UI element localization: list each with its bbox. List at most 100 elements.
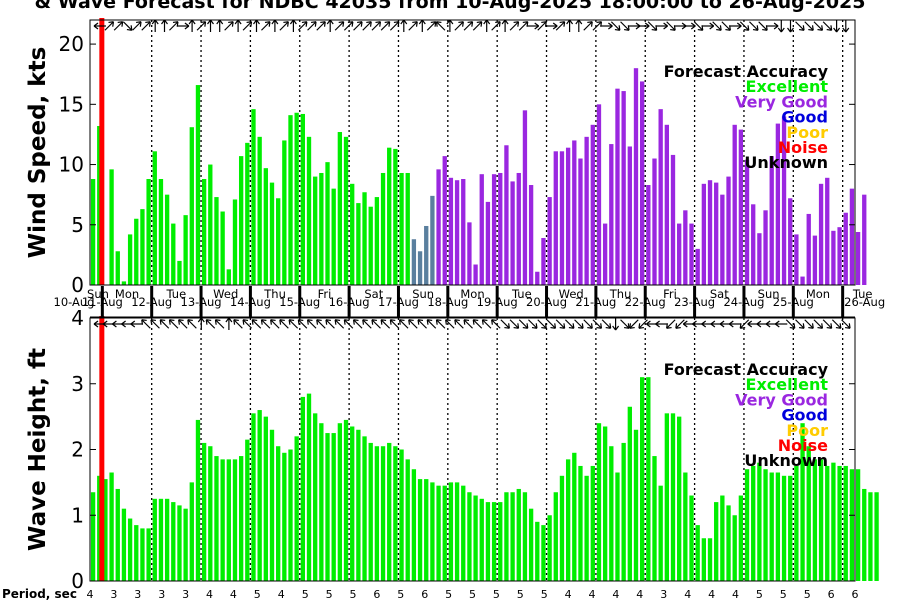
bar [479,498,484,581]
day-of-week-label: Wed [213,287,238,301]
direction-arrow-icon [675,319,685,329]
bar [658,109,663,285]
bar [473,495,478,581]
bar [726,505,731,581]
bar [251,413,256,581]
date-label: 18-Aug [427,295,468,309]
legend-item: Noise [778,436,828,455]
direction-arrow-icon [371,319,381,329]
bar [695,525,700,581]
bar [319,423,324,581]
bar [140,209,145,285]
bar [498,502,503,581]
bar [707,180,713,285]
bar [232,459,238,581]
period-value: 4 [612,588,619,600]
bar [522,492,528,581]
bar [751,204,756,285]
direction-arrow-icon [583,319,593,329]
direction-arrow-icon [271,19,279,32]
y-tick-label: 3 [71,372,84,396]
bar [528,185,534,285]
direction-arrow-icon [739,21,750,31]
direction-arrow-icon [398,319,409,329]
day-of-week-label: Thu [263,287,286,301]
bar [837,465,842,581]
bar [245,142,250,285]
bar [855,469,861,581]
legend-item: Good [781,108,828,127]
direction-arrow-icon [804,21,814,31]
direction-arrow-icon [352,319,363,329]
direction-arrow-icon [389,21,400,31]
bar [380,446,386,581]
direction-arrow-icon [417,319,427,329]
period-value: 3 [134,588,141,600]
day-of-week-label: Tue [511,287,532,301]
bar [238,156,244,285]
direction-arrow-icon [242,319,252,329]
period-value: 4 [87,588,94,600]
bar [535,271,540,285]
bar [689,495,694,581]
bar [596,423,602,581]
direction-arrow-icon [93,22,106,30]
bar [436,169,441,285]
direction-arrow-icon [463,319,473,329]
y-tick-label: 20 [59,32,84,56]
direction-arrow-icon [629,319,639,329]
bar [325,162,330,285]
panel-wind: 0 5 10 15 20 Wind Speed, kts Forecast Accuracy… [25,18,867,297]
bar [825,465,830,581]
bar [417,479,423,581]
bar [189,482,194,582]
chart-title: & Wave Forecast for NDBC 42035 from 10-A… [35,0,866,13]
bar [541,238,546,285]
bar [103,479,108,581]
direction-arrow-icon [159,319,170,329]
direction-arrow-icon [592,319,603,329]
direction-arrow-icon [555,319,566,329]
direction-arrow-icon [141,21,151,31]
bar [245,439,250,581]
bar [356,429,361,581]
direction-arrow-icon [483,19,491,32]
bar [238,456,244,581]
direction-arrow-icon [637,22,650,30]
bar [522,110,528,285]
bar [788,475,793,581]
bar [806,213,811,285]
direction-arrow-icon [683,22,696,30]
bar [380,172,386,285]
bar [664,413,669,581]
bar [362,192,367,285]
period-value: 4 [684,588,691,600]
bar [744,469,750,581]
bar [461,485,466,581]
period-value: 4 [230,588,237,600]
bar [220,211,225,285]
bar [720,194,725,285]
bar [559,475,565,581]
direction-arrow-icon [151,19,159,32]
direction-arrow-icon [288,319,299,329]
period-value: 3 [158,588,165,600]
bar [781,116,787,285]
bar [158,179,164,285]
noise-marker [99,18,105,285]
day-separator [248,286,252,317]
bar [677,223,682,285]
bar [652,158,657,285]
bar [109,472,114,581]
direction-arrow-icon [472,21,483,31]
bar [306,393,312,581]
direction-arrow-icon [454,21,464,31]
bar [164,498,170,581]
direction-arrow-icon [481,319,492,329]
y-tick-label: 0 [71,569,84,593]
direction-arrow-icon [261,21,271,31]
direction-arrow-icon [353,21,363,31]
bar [337,423,343,581]
direction-arrow-icon [566,19,574,32]
